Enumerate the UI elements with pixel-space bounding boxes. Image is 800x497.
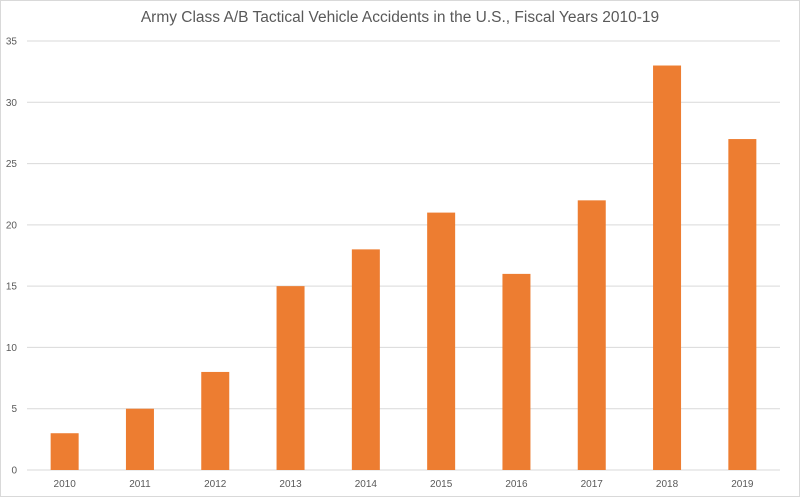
bar-2010: [50, 433, 79, 470]
bar-2011: [125, 408, 154, 470]
x-tick-label: 2014: [355, 479, 378, 490]
bar-2014: [351, 249, 380, 470]
x-tick-label: 2018: [656, 479, 679, 490]
y-tick-label: 20: [6, 220, 18, 231]
x-tick-label: 2015: [430, 479, 453, 490]
x-tick-label: 2012: [204, 479, 227, 490]
x-tick-label: 2010: [54, 479, 77, 490]
bar-2018: [653, 65, 682, 470]
y-tick-label: 5: [11, 404, 17, 415]
x-tick-label: 2011: [129, 479, 151, 490]
y-tick-label: 25: [6, 159, 18, 170]
bar-2012: [201, 371, 230, 470]
bars: [50, 65, 757, 471]
chart-title: Army Class A/B Tactical Vehicle Accident…: [140, 9, 660, 26]
y-tick-label: 0: [11, 466, 17, 477]
x-tick-label: 2013: [279, 479, 302, 490]
bar-2013: [276, 286, 305, 470]
y-tick-label: 30: [6, 98, 18, 109]
y-tick-label: 15: [6, 282, 18, 293]
y-tick-label: 10: [6, 343, 18, 354]
bar-2017: [577, 200, 606, 471]
x-tick-label: 2017: [581, 479, 604, 490]
bar-2015: [427, 212, 456, 470]
y-axis-ticks: 0 5 10 15 20 25 30 35: [6, 37, 18, 477]
bar-2016: [502, 273, 531, 470]
x-axis-ticks: 2010 2011 2012 2013 2014 2015 2016 2017 2018 2019: [54, 479, 754, 490]
y-tick-label: 35: [6, 37, 18, 48]
x-tick-label: 2019: [731, 479, 754, 490]
bar-2019: [728, 139, 757, 471]
x-tick-label: 2016: [505, 479, 528, 490]
